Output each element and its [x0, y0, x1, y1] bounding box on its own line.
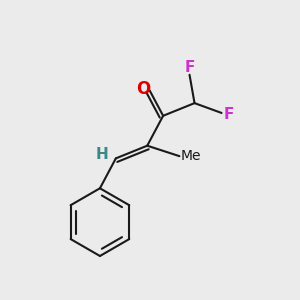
Text: H: H: [95, 147, 108, 162]
Text: Me: Me: [181, 149, 201, 163]
Text: O: O: [136, 80, 151, 98]
Text: F: F: [224, 107, 234, 122]
Text: F: F: [184, 60, 195, 75]
